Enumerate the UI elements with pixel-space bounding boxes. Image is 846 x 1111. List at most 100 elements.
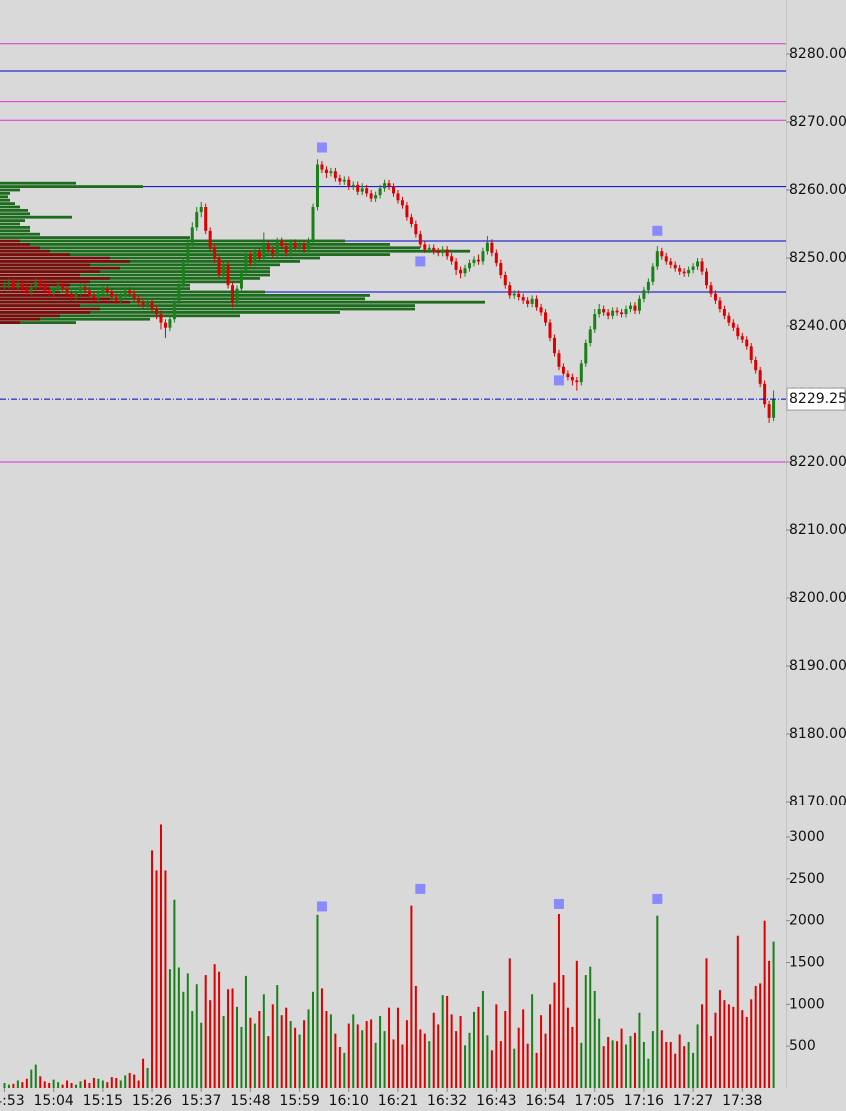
volume-bar bbox=[128, 1072, 131, 1088]
candle-body bbox=[356, 184, 360, 192]
candle-body bbox=[70, 293, 74, 298]
candle-body bbox=[360, 188, 364, 192]
y-tick-label: 8250.00 bbox=[789, 250, 846, 266]
volume-bar bbox=[701, 1004, 704, 1088]
profile-sell-bar bbox=[0, 276, 110, 280]
volume-bar bbox=[151, 850, 154, 1088]
candle-body bbox=[92, 295, 96, 299]
y-tick-label: 8200.00 bbox=[789, 590, 846, 606]
candle-body bbox=[231, 285, 235, 303]
candle-body bbox=[177, 285, 181, 303]
volume-panel: 500 1000 1500 2000 2500 3000 bbox=[3, 824, 825, 1088]
volume-bar bbox=[763, 920, 766, 1088]
candle-body bbox=[244, 254, 248, 272]
volume-bar bbox=[665, 1041, 668, 1088]
candle-body bbox=[2, 285, 6, 287]
candle-body bbox=[749, 346, 753, 360]
candle-body bbox=[637, 298, 641, 311]
x-tick-label: 16:21 bbox=[378, 1093, 418, 1109]
volume-bar bbox=[477, 1006, 480, 1088]
y-tick-label: 2000 bbox=[789, 913, 825, 929]
profile-bar bbox=[0, 188, 20, 192]
volume-bar bbox=[119, 1080, 122, 1088]
x-tick-label: 14:53 bbox=[0, 1093, 25, 1109]
candle-body bbox=[329, 171, 333, 173]
candle-body bbox=[284, 246, 288, 253]
profile-bar bbox=[0, 208, 28, 212]
candle-body bbox=[369, 193, 373, 199]
volume-bar bbox=[696, 1024, 699, 1088]
candle-body bbox=[213, 247, 217, 258]
profile-bar bbox=[0, 314, 240, 318]
price-axis: 8170.00 8180.00 8190.00 8200.00 8210.00 8220.… bbox=[786, 46, 846, 805]
profile-bar bbox=[0, 266, 270, 270]
volume-bar bbox=[97, 1078, 100, 1088]
volume-bar bbox=[3, 1082, 6, 1088]
volume-bar bbox=[133, 1074, 136, 1088]
x-tick-label: 16:10 bbox=[329, 1093, 369, 1109]
candle-body bbox=[338, 178, 342, 182]
volume-bar bbox=[607, 1036, 610, 1088]
volume-bar bbox=[499, 1041, 502, 1088]
candle-body bbox=[539, 307, 543, 313]
volume-bar bbox=[468, 1032, 471, 1088]
volume-bar bbox=[396, 1007, 399, 1088]
y-tick-label: 8210.00 bbox=[789, 522, 846, 538]
volume-bar bbox=[361, 1030, 364, 1088]
volume-bar bbox=[379, 1016, 382, 1088]
candle-body bbox=[101, 288, 105, 294]
candle-body bbox=[400, 200, 404, 206]
candle-body bbox=[405, 205, 409, 218]
volume-bar bbox=[571, 1026, 574, 1088]
profile-bar bbox=[0, 280, 240, 284]
volume-bar bbox=[616, 1041, 619, 1088]
volume-bar bbox=[347, 1023, 350, 1088]
x-tick-label: 17:38 bbox=[722, 1093, 762, 1109]
x-tick-label: 16:32 bbox=[427, 1093, 467, 1109]
volume-bar bbox=[262, 994, 265, 1088]
current-price-label: 8229.25 bbox=[789, 391, 846, 407]
volume-bar bbox=[727, 1004, 730, 1088]
candle-body bbox=[87, 290, 91, 296]
candle-body bbox=[342, 179, 346, 182]
volume-bar bbox=[370, 1019, 373, 1088]
volume-bar bbox=[222, 1016, 225, 1088]
volume-bar bbox=[218, 971, 221, 1088]
volume-bar bbox=[213, 964, 216, 1088]
candle-body bbox=[463, 268, 467, 274]
volume-bar bbox=[110, 1077, 113, 1088]
candle-body bbox=[535, 298, 539, 308]
candle-body bbox=[593, 314, 597, 330]
candle-body bbox=[150, 302, 154, 309]
volume-bar bbox=[486, 1035, 489, 1088]
candle-body bbox=[333, 171, 337, 179]
candle-body bbox=[20, 283, 24, 289]
candle-body bbox=[481, 251, 485, 262]
volume-bar bbox=[204, 975, 207, 1088]
candle-body bbox=[128, 290, 132, 294]
volume-bar bbox=[660, 1030, 663, 1088]
y-tick-label: 8180.00 bbox=[789, 726, 846, 742]
volume-bar bbox=[320, 988, 323, 1088]
profile-bar bbox=[0, 259, 300, 263]
candle-body bbox=[418, 234, 422, 245]
candle-body bbox=[302, 244, 306, 250]
candle-body bbox=[132, 293, 136, 299]
profile-bar bbox=[0, 232, 40, 236]
profile-sell-bar bbox=[0, 314, 60, 318]
candle-body bbox=[700, 261, 704, 272]
candle-body bbox=[485, 242, 489, 252]
volume-bar bbox=[401, 1044, 404, 1088]
profile-sell-bar bbox=[0, 287, 50, 290]
candle-body bbox=[476, 259, 480, 262]
candle-body bbox=[628, 305, 632, 309]
candle-body bbox=[383, 183, 387, 189]
volume-bar bbox=[633, 1032, 636, 1088]
volume-bar bbox=[392, 1039, 395, 1088]
volume-bar bbox=[428, 1041, 431, 1088]
candle-body bbox=[324, 169, 328, 173]
candle-body bbox=[78, 286, 82, 292]
candle-body bbox=[186, 244, 190, 262]
